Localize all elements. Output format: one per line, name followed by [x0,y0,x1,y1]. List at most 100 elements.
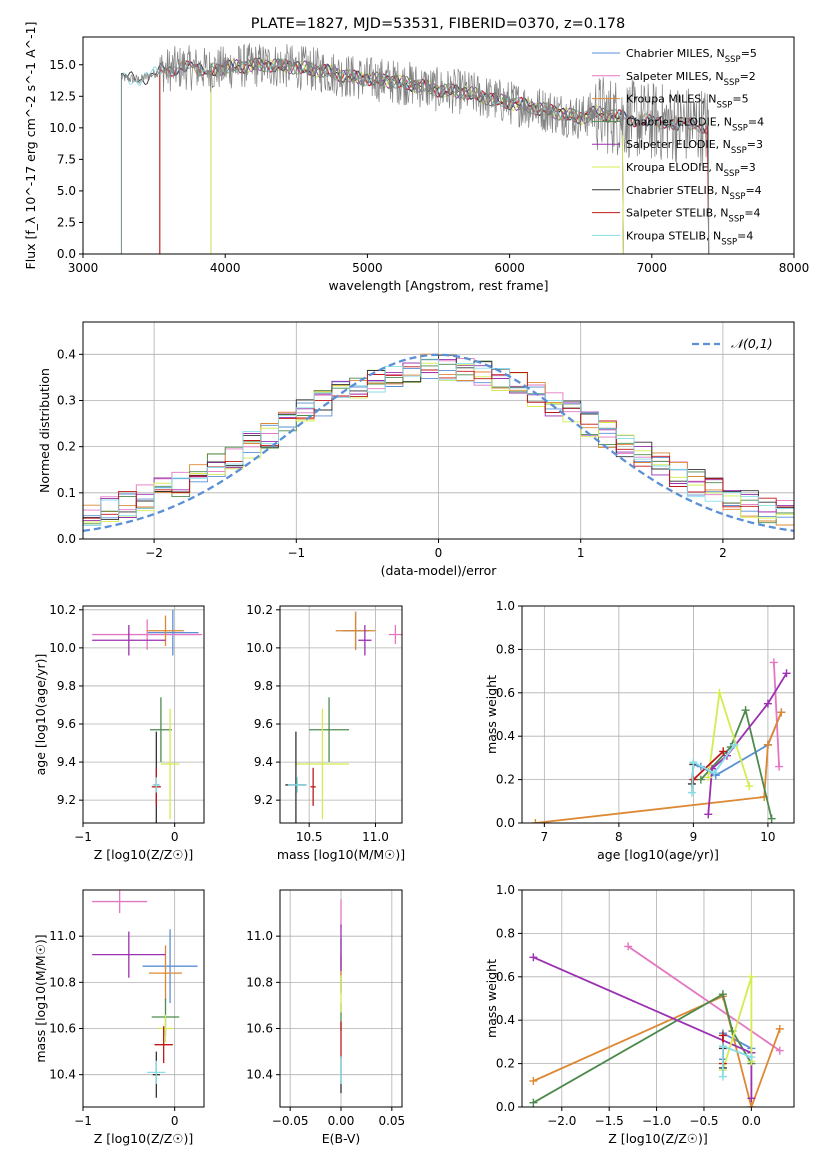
legend-label: Chabrier ELODIE, NSSP=4 [626,115,764,133]
errorbar-point [388,625,402,645]
weight-marker [730,740,739,749]
legend-label-sub: SSP [724,169,740,179]
legend-label: Kroupa ELODIE, NSSP=3 [626,161,756,179]
axes-frame [521,889,795,1108]
x-tick-label: 4000 [210,261,241,275]
x-axis-label: Z [log10(Z/Z☉)] [608,1131,708,1146]
errorbar-point [92,931,166,978]
weight-marker [747,1053,756,1062]
y-tick-label: 0.0 [57,532,76,546]
plot-area-age-vs-Z [92,609,203,823]
weight-marker [529,1076,538,1085]
y-axis-label: mass weight [484,959,499,1038]
y-tick-label: 10.6 [49,1022,76,1036]
panel-mass-vs-Z: −1 0 10.4 10.6 10.8 11.0 Z [log10(Z/Z☉)] mass [… [33,889,205,1146]
y-tick-label: 0.6 [496,686,515,700]
weight-marker [775,1046,784,1055]
y-axis-label: age [log10(age/yr)] [33,654,48,776]
y-tick-label: 0.4 [496,729,515,743]
x-tick-label: 0.00 [328,1114,355,1128]
plot-area-residuals [83,353,794,533]
y-tick-label: 1.0 [496,883,515,897]
errorbar-point [310,767,316,806]
x-tick-label: 9 [690,830,698,844]
x-tick-label: −0.05 [272,1114,309,1128]
legend-label-suffix: =4 [744,207,760,220]
y-tick-label: 0.1 [57,486,76,500]
y-tick-label: 9.2 [254,793,273,807]
legend-label-sub: SSP [731,146,747,156]
legend-label-suffix: =4 [748,115,764,128]
panel-age-vs-mass: 10.5 11.0 9.2 9.4 9.6 9.8 10.0 10.2 mass [log10(… [246,603,405,862]
errorbar-point [142,929,198,1004]
y-tick-label: 10.0 [246,641,273,655]
y-axis-label: Normed distribution [37,368,52,493]
model-line-salpeter-stelib [159,57,710,254]
errorbar-point [147,609,199,656]
weight-line-kroupa-stelib [691,744,736,793]
axes-frame [521,605,795,824]
errorbar-point [160,708,180,820]
x-axis-label: Z [log10(Z/Z☉)] [94,1131,194,1146]
x-axis-label: mass [log10(M/M☉)] [277,847,405,862]
y-tick-label: 0.2 [496,773,515,787]
x-tick-label: 11.0 [362,830,389,844]
legend-label: Chabrier STELIB, NSSP=4 [626,184,762,202]
panel-mass-weight-vs-age: 7 8 9 10 0.0 0.2 0.4 0.6 0.8 1.0 age [log10(age/yr… [484,599,795,862]
y-tick-label: 0.8 [496,642,515,656]
weight-marker [745,782,754,791]
y-tick-label: 0.0 [57,247,76,261]
x-axis-label: age [log10(age/yr)] [597,847,719,862]
weight-line-salpeter-miles [627,945,781,1052]
legend-label: 𝒩(0,1) [731,336,773,351]
axes-frame [82,889,205,1108]
y-tick-label: 9.8 [57,679,76,693]
errorbar-point [152,777,160,793]
x-tick-label: 8 [615,830,623,844]
errorbar-point [92,625,166,656]
legend-label: Salpeter STELIB, NSSP=4 [626,207,761,225]
panel-mass-weight-vs-Z: −2.0 −1.5 −1.0 −0.5 0.0 0.0 0.2 0.4 0.6 0.8 1.0 Z [… [484,883,795,1146]
y-tick-label: 9.6 [254,717,273,731]
legend-label-main: Salpeter ELODIE, N [626,138,731,151]
errorbar-point [92,890,148,914]
weight-line-chabrier-elodie [700,707,773,819]
weight-marker [718,1072,727,1081]
x-tick-label: 0.0 [742,1114,761,1128]
y-tick-label: 10.2 [49,603,76,617]
y-tick-label: 0.0 [496,1100,515,1114]
weight-marker [763,699,772,708]
y-tick-label: 10.0 [49,641,76,655]
weight-marker [704,810,713,819]
y-tick-label: 9.2 [57,793,76,807]
x-axis-label: Z [log10(Z/Z☉)] [94,847,194,862]
y-tick-label: 9.4 [57,755,76,769]
plot-area-mass-weight-vs-age [531,658,791,823]
errorbar-point [149,697,172,763]
errorbar-point [358,625,372,656]
weight-marker [718,1031,727,1040]
figure-title: PLATE=1827, MJD=53531, FIBERID=0370, z=0… [251,16,625,32]
residual-legend: 𝒩(0,1) [692,336,773,351]
y-tick-label: 0.4 [57,347,76,361]
errorbar-point [287,777,307,793]
x-axis-label: (data-model)/error [381,563,498,578]
histogram-step-kroupa-stelib-n [83,358,794,526]
weight-marker [687,788,696,797]
legend-label-sub: SSP [732,123,748,133]
errorbar-point [147,615,184,646]
errorbar-point [147,1060,166,1084]
x-tick-label: 7000 [637,261,668,275]
y-tick-label: 9.6 [57,717,76,731]
x-tick-label: −1 [74,1114,92,1128]
axes-frame [82,605,205,824]
weight-marker [710,769,719,778]
y-tick-label: 10.8 [49,975,76,989]
y-tick-label: 0.6 [496,970,515,984]
weight-marker [718,1042,727,1051]
x-tick-label: −1.0 [642,1114,671,1128]
weight-marker [767,814,776,823]
legend-label-suffix: =4 [737,229,753,242]
y-tick-label: 0.4 [496,1013,515,1027]
axes-frame [279,605,403,824]
